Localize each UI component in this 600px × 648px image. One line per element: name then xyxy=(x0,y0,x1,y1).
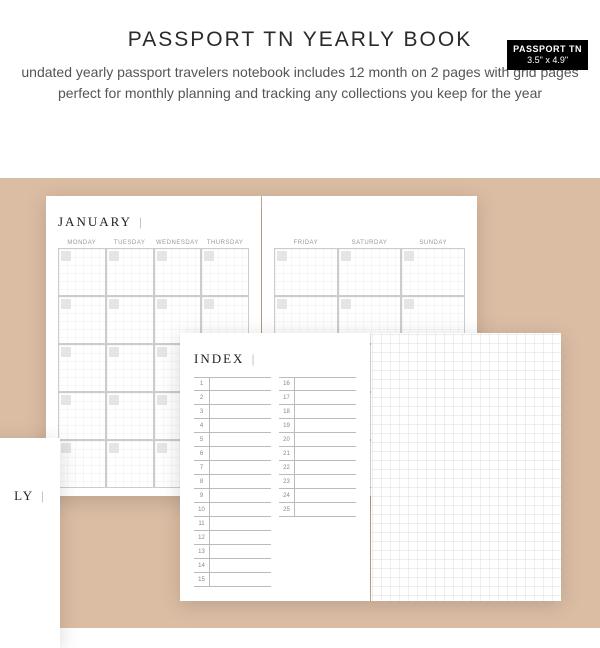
index-row: 8 xyxy=(194,475,271,489)
calendar-cell xyxy=(154,248,202,296)
calendar-cell xyxy=(401,248,465,296)
day-label: WEDNESDAY xyxy=(154,240,202,246)
calendar-cell xyxy=(106,344,154,392)
calendar-cell xyxy=(338,248,402,296)
index-row: 25 xyxy=(279,503,356,517)
dot-grid xyxy=(371,333,561,601)
index-text: INDEX xyxy=(194,351,244,366)
index-number: 13 xyxy=(194,545,210,558)
index-number: 11 xyxy=(194,517,210,530)
day-labels-left: MONDAY TUESDAY WEDNESDAY THURSDAY xyxy=(58,240,249,246)
index-spread: INDEX | 123456789101112131415 1617181920… xyxy=(180,333,561,601)
index-row: 24 xyxy=(279,489,356,503)
index-number: 17 xyxy=(279,391,295,404)
index-row: 5 xyxy=(194,433,271,447)
index-number: 5 xyxy=(194,433,210,446)
pipe-icon: | xyxy=(134,214,144,229)
day-label: FRIDAY xyxy=(274,240,338,246)
pipe-icon: | xyxy=(36,488,46,503)
calendar-cell xyxy=(274,248,338,296)
partial-title: LY | xyxy=(0,488,46,504)
calendar-cell xyxy=(106,392,154,440)
index-row: 23 xyxy=(279,475,356,489)
index-number: 2 xyxy=(194,391,210,404)
calendar-cell xyxy=(58,392,106,440)
index-row: 1 xyxy=(194,377,271,391)
index-row: 12 xyxy=(194,531,271,545)
index-col-1: 123456789101112131415 xyxy=(194,377,271,587)
index-number: 21 xyxy=(279,447,295,460)
index-row: 17 xyxy=(279,391,356,405)
calendar-cell xyxy=(106,296,154,344)
index-number: 10 xyxy=(194,503,210,516)
index-row: 4 xyxy=(194,419,271,433)
index-row: 18 xyxy=(279,405,356,419)
calendar-cell xyxy=(58,344,106,392)
index-row: 9 xyxy=(194,489,271,503)
index-number: 9 xyxy=(194,489,210,502)
index-number: 22 xyxy=(279,461,295,474)
index-number: 25 xyxy=(279,503,295,516)
month-title: JANUARY | xyxy=(58,214,249,230)
index-number: 14 xyxy=(194,559,210,572)
index-row: 10 xyxy=(194,503,271,517)
badge-line2: 3.5" x 4.9" xyxy=(513,55,582,66)
day-label: SATURDAY xyxy=(338,240,402,246)
day-labels-right: FRIDAY SATURDAY SUNDAY xyxy=(274,240,465,246)
index-number: 8 xyxy=(194,475,210,488)
day-label: THURSDAY xyxy=(201,240,249,246)
index-title: INDEX | xyxy=(194,351,356,367)
index-row: 2 xyxy=(194,391,271,405)
index-row: 7 xyxy=(194,461,271,475)
badge-line1: PASSPORT TN xyxy=(513,44,582,55)
partial-text: LY xyxy=(14,488,34,503)
index-number: 15 xyxy=(194,573,210,586)
index-number: 4 xyxy=(194,419,210,432)
index-row: 6 xyxy=(194,447,271,461)
index-number: 12 xyxy=(194,531,210,544)
day-label: TUESDAY xyxy=(106,240,154,246)
index-row: 14 xyxy=(194,559,271,573)
pipe-icon: | xyxy=(246,351,256,366)
grid-page xyxy=(371,333,561,601)
index-page: INDEX | 123456789101112131415 1617181920… xyxy=(180,333,370,601)
index-row: 11 xyxy=(194,517,271,531)
calendar-cell xyxy=(106,440,154,488)
calendar-cell xyxy=(58,296,106,344)
size-badge: PASSPORT TN 3.5" x 4.9" xyxy=(507,40,588,70)
index-row: 13 xyxy=(194,545,271,559)
index-row: 15 xyxy=(194,573,271,587)
calendar-cell xyxy=(58,440,106,488)
index-number: 3 xyxy=(194,405,210,418)
index-number: 16 xyxy=(279,378,295,390)
partial-page: LY | xyxy=(0,438,60,648)
index-row: 19 xyxy=(279,419,356,433)
day-label: MONDAY xyxy=(58,240,106,246)
partial-spread: LY | xyxy=(0,438,60,648)
index-row: 22 xyxy=(279,461,356,475)
calendar-cell xyxy=(106,248,154,296)
index-row: 16 xyxy=(279,377,356,391)
index-row: 20 xyxy=(279,433,356,447)
index-col-2: 16171819202122232425 xyxy=(279,377,356,587)
index-number: 18 xyxy=(279,405,295,418)
index-number: 7 xyxy=(194,461,210,474)
mockup-canvas: JANUARY | MONDAY TUESDAY WEDNESDAY THURS… xyxy=(0,178,600,628)
index-number: 23 xyxy=(279,475,295,488)
index-number: 24 xyxy=(279,489,295,502)
calendar-cell xyxy=(58,248,106,296)
index-columns: 123456789101112131415 161718192021222324… xyxy=(194,377,356,587)
index-number: 6 xyxy=(194,447,210,460)
index-row: 21 xyxy=(279,447,356,461)
day-label: SUNDAY xyxy=(401,240,465,246)
index-number: 20 xyxy=(279,433,295,446)
index-number: 19 xyxy=(279,419,295,432)
month-text: JANUARY xyxy=(58,214,132,229)
calendar-cell xyxy=(201,248,249,296)
index-number: 1 xyxy=(194,378,210,390)
index-row: 3 xyxy=(194,405,271,419)
